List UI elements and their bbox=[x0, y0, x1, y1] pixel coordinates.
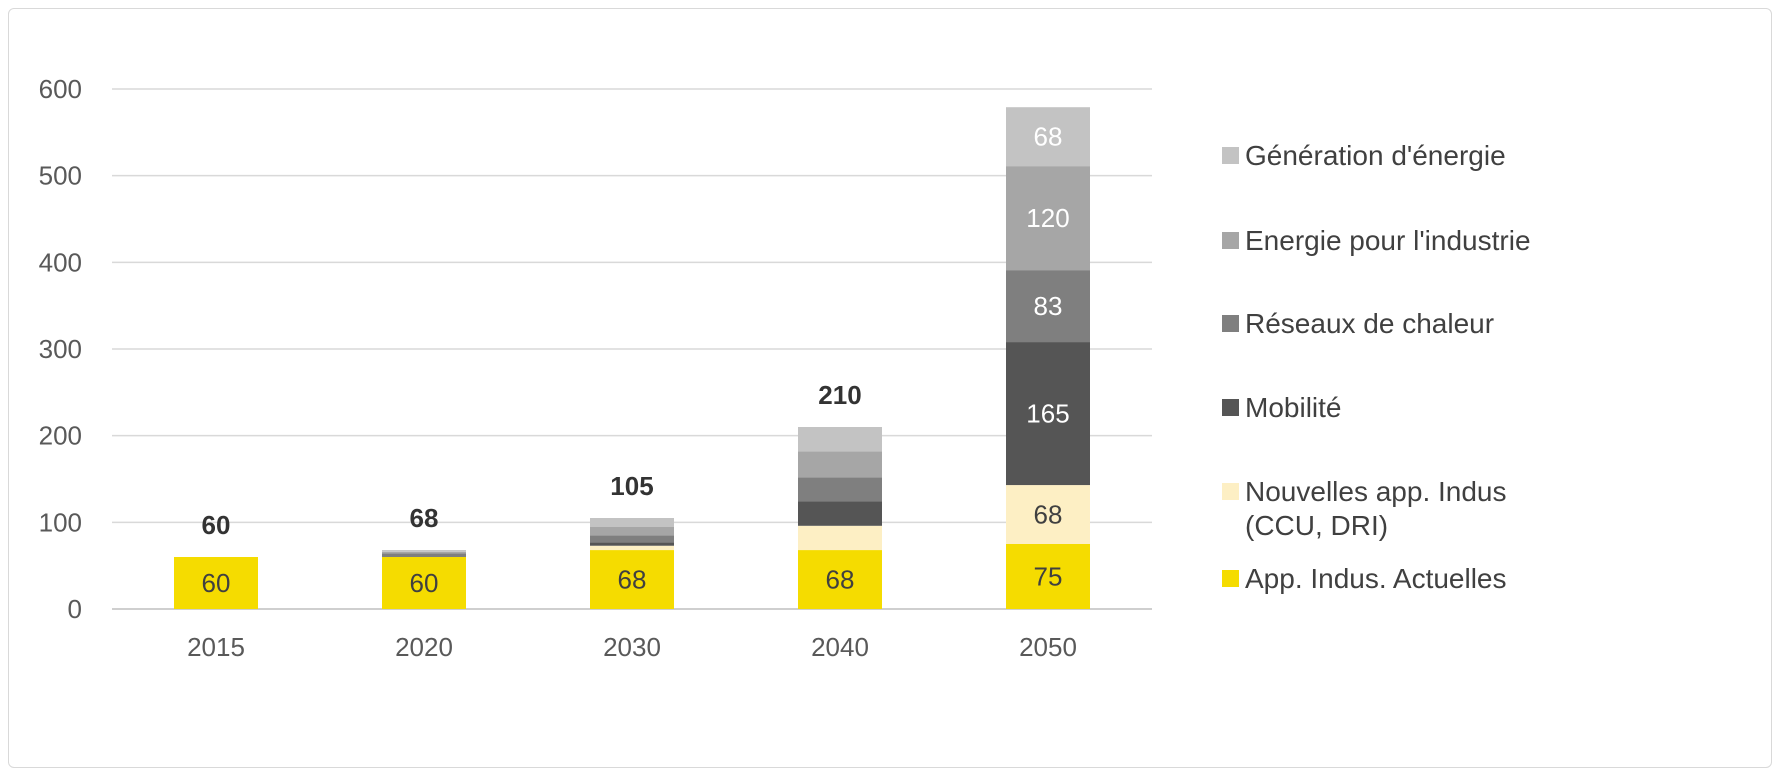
bar-segment bbox=[798, 501, 882, 526]
bar-segment-label: 68 bbox=[1034, 122, 1063, 152]
bar-segment bbox=[590, 518, 674, 527]
bar-segment bbox=[382, 553, 466, 557]
y-tick-label: 300 bbox=[39, 334, 82, 364]
bar-segment-label: 60 bbox=[202, 568, 231, 598]
y-tick-label: 400 bbox=[39, 247, 82, 277]
x-tick-label: 2015 bbox=[187, 632, 245, 662]
bar-segment bbox=[174, 557, 258, 609]
y-tick-label: 200 bbox=[39, 421, 82, 451]
legend-swatch bbox=[1222, 147, 1239, 164]
bar-segment-label: 68 bbox=[618, 565, 647, 595]
bar-total-label: 60 bbox=[202, 510, 231, 540]
x-tick-label: 2030 bbox=[603, 632, 661, 662]
y-tick-label: 0 bbox=[68, 594, 82, 624]
x-tick-label: 2050 bbox=[1019, 632, 1077, 662]
legend-label: Mobilité bbox=[1245, 392, 1342, 423]
y-tick-label: 100 bbox=[39, 507, 82, 537]
bar-segment-label: 165 bbox=[1026, 399, 1069, 429]
legend-item: Energie pour l'industrie bbox=[1222, 224, 1531, 258]
legend-swatch bbox=[1222, 570, 1239, 587]
bar-segment bbox=[798, 451, 882, 478]
bar-segment-label: 68 bbox=[826, 565, 855, 595]
bar-segment bbox=[1006, 166, 1090, 271]
bar-segment bbox=[798, 525, 882, 551]
bar-segment bbox=[1006, 342, 1090, 486]
bar-segment bbox=[590, 550, 674, 609]
bar-segment-label: 60 bbox=[410, 568, 439, 598]
bar-total-label: 68 bbox=[410, 503, 439, 533]
bar-segment bbox=[590, 542, 674, 546]
bar-total-label: 210 bbox=[818, 380, 861, 410]
legend-label: Génération d'énergie bbox=[1245, 140, 1506, 171]
bar-segment-label: 83 bbox=[1034, 291, 1063, 321]
bar-segment bbox=[1006, 270, 1090, 343]
bar-segment bbox=[590, 545, 674, 551]
bar-segment bbox=[1006, 107, 1090, 167]
bar-segment bbox=[382, 557, 466, 609]
bar-segment-label: 75 bbox=[1034, 562, 1063, 592]
legend-swatch bbox=[1222, 232, 1239, 249]
bar-segment-label: 68 bbox=[1034, 500, 1063, 530]
legend-label: Nouvelles app. Indus (CCU, DRI) bbox=[1245, 476, 1507, 541]
legend-item: Mobilité bbox=[1222, 391, 1341, 425]
legend-label: App. Indus. Actuelles bbox=[1245, 563, 1507, 594]
stacked-bar-chart: 0 100 200 300 400 500 600 60 60 2015 60 68 2020 68 105… bbox=[39, 74, 1152, 662]
bar-segment bbox=[382, 551, 466, 554]
y-tick-label: 500 bbox=[39, 161, 82, 191]
legend-item: Réseaux de chaleur bbox=[1222, 307, 1494, 341]
bar-segment bbox=[382, 550, 466, 552]
y-tick-label: 600 bbox=[39, 74, 82, 104]
bar-segment bbox=[798, 550, 882, 609]
legend-label: Réseaux de chaleur bbox=[1245, 308, 1495, 339]
legend-item: App. Indus. Actuelles bbox=[1222, 562, 1507, 596]
chart-legend: Génération d'énergie Energie pour l'indus… bbox=[1222, 0, 1762, 751]
bar-segment bbox=[798, 427, 882, 452]
legend-item: Génération d'énergie bbox=[1222, 139, 1506, 173]
bar-segment bbox=[590, 535, 674, 543]
legend-swatch bbox=[1222, 483, 1239, 500]
bar-segment bbox=[798, 477, 882, 502]
bar-segment-label: 120 bbox=[1026, 203, 1069, 233]
legend-label: Energie pour l'industrie bbox=[1245, 225, 1531, 256]
bar-segment bbox=[590, 526, 674, 536]
bar-segment bbox=[1006, 485, 1090, 544]
legend-item: Nouvelles app. Indus (CCU, DRI) bbox=[1222, 475, 1507, 543]
bar-segment bbox=[1006, 544, 1090, 609]
x-tick-label: 2040 bbox=[811, 632, 869, 662]
legend-swatch bbox=[1222, 315, 1239, 332]
bar-total-label: 105 bbox=[610, 471, 653, 501]
legend-swatch bbox=[1222, 399, 1239, 416]
x-tick-label: 2020 bbox=[395, 632, 453, 662]
